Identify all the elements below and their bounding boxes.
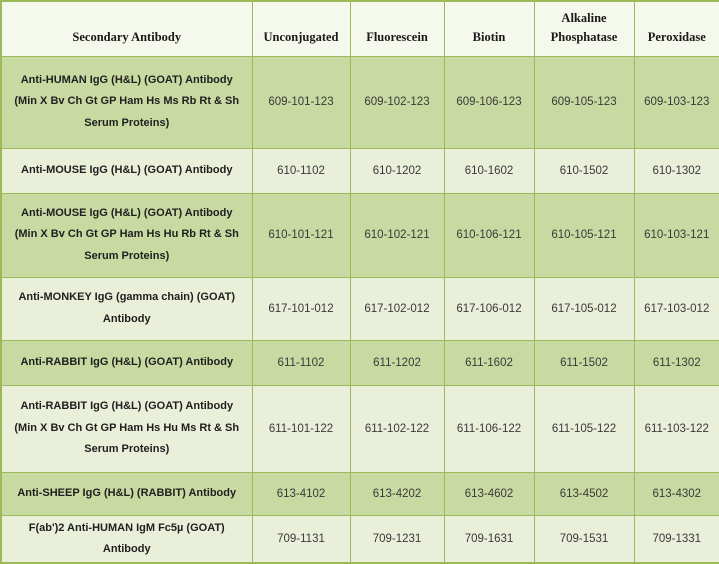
table-row: F(ab')2 Anti-HUMAN IgM Fc5µ (GOAT) Antib… <box>0 514 719 564</box>
catalog-number-cell: 617-105-012 <box>533 276 635 341</box>
column-header-secondary-antibody: Secondary Antibody <box>0 0 253 57</box>
catalog-number-cell: 611-106-122 <box>443 384 535 473</box>
catalog-number-cell: 609-103-123 <box>633 55 719 149</box>
table-header: Secondary Antibody Unconjugated Fluoresc… <box>0 0 719 57</box>
catalog-number-cell: 610-1502 <box>533 147 635 194</box>
catalog-number-cell: 613-4102 <box>251 471 351 516</box>
catalog-number-cell: 610-1602 <box>443 147 535 194</box>
catalog-number-cell: 613-4602 <box>443 471 535 516</box>
table-row: Anti-MOUSE IgG (H&L) (GOAT) Antibody 610… <box>0 147 719 194</box>
catalog-number-cell: 610-105-121 <box>533 192 635 278</box>
catalog-number-cell: 709-1231 <box>349 514 445 564</box>
column-header-fluorescein: Fluorescein <box>349 0 445 57</box>
catalog-number-cell: 709-1131 <box>251 514 351 564</box>
antibody-name-cell: Anti-HUMAN IgG (H&L) (GOAT) Antibody (Mi… <box>0 55 253 149</box>
catalog-number-cell: 610-102-121 <box>349 192 445 278</box>
antibody-name-cell: Anti-MOUSE IgG (H&L) (GOAT) Antibody <box>0 147 253 194</box>
catalog-number-cell: 611-1102 <box>251 339 351 386</box>
catalog-number-cell: 611-1302 <box>633 339 719 386</box>
catalog-number-cell: 610-106-121 <box>443 192 535 278</box>
table-row: Anti-SHEEP IgG (H&L) (RABBIT) Antibody 6… <box>0 471 719 516</box>
catalog-number-cell: 611-105-122 <box>533 384 635 473</box>
column-header-unconjugated: Unconjugated <box>251 0 351 57</box>
catalog-number-cell: 609-105-123 <box>533 55 635 149</box>
catalog-number-cell: 610-103-121 <box>633 192 719 278</box>
catalog-number-cell: 611-1602 <box>443 339 535 386</box>
header-row: Secondary Antibody Unconjugated Fluoresc… <box>0 0 719 57</box>
catalog-number-cell: 611-101-122 <box>251 384 351 473</box>
antibody-name-cell: Anti-RABBIT IgG (H&L) (GOAT) Antibody (M… <box>0 384 253 473</box>
catalog-number-cell: 613-4502 <box>533 471 635 516</box>
catalog-number-cell: 617-103-012 <box>633 276 719 341</box>
catalog-number-cell: 611-102-122 <box>349 384 445 473</box>
catalog-number-cell: 610-1202 <box>349 147 445 194</box>
catalog-number-cell: 617-101-012 <box>251 276 351 341</box>
catalog-number-cell: 617-106-012 <box>443 276 535 341</box>
column-header-biotin: Biotin <box>443 0 535 57</box>
catalog-number-cell: 610-101-121 <box>251 192 351 278</box>
catalog-number-cell: 611-1202 <box>349 339 445 386</box>
catalog-number-cell: 709-1631 <box>443 514 535 564</box>
catalog-number-cell: 609-102-123 <box>349 55 445 149</box>
catalog-number-cell: 611-103-122 <box>633 384 719 473</box>
table-row: Anti-RABBIT IgG (H&L) (GOAT) Antibody 61… <box>0 339 719 386</box>
table-row: Anti-RABBIT IgG (H&L) (GOAT) Antibody (M… <box>0 384 719 473</box>
catalog-number-cell: 617-102-012 <box>349 276 445 341</box>
antibody-name-cell: Anti-RABBIT IgG (H&L) (GOAT) Antibody <box>0 339 253 386</box>
catalog-number-cell: 609-106-123 <box>443 55 535 149</box>
catalog-number-cell: 610-1102 <box>251 147 351 194</box>
table-row: Anti-HUMAN IgG (H&L) (GOAT) Antibody (Mi… <box>0 55 719 149</box>
table-body: Anti-HUMAN IgG (H&L) (GOAT) Antibody (Mi… <box>0 55 719 564</box>
antibody-name-cell: F(ab')2 Anti-HUMAN IgM Fc5µ (GOAT) Antib… <box>0 514 253 564</box>
catalog-number-cell: 709-1331 <box>633 514 719 564</box>
column-header-alkaline-phosphatase: Alkaline Phosphatase <box>533 0 635 57</box>
catalog-number-cell: 709-1531 <box>533 514 635 564</box>
column-header-peroxidase: Peroxidase <box>633 0 719 57</box>
catalog-number-cell: 613-4302 <box>633 471 719 516</box>
antibody-name-cell: Anti-SHEEP IgG (H&L) (RABBIT) Antibody <box>0 471 253 516</box>
catalog-number-cell: 610-1302 <box>633 147 719 194</box>
antibody-name-cell: Anti-MONKEY IgG (gamma chain) (GOAT) Ant… <box>0 276 253 341</box>
table-row: Anti-MONKEY IgG (gamma chain) (GOAT) Ant… <box>0 276 719 341</box>
catalog-number-cell: 611-1502 <box>533 339 635 386</box>
catalog-number-cell: 609-101-123 <box>251 55 351 149</box>
catalog-number-cell: 613-4202 <box>349 471 445 516</box>
table-row: Anti-MOUSE IgG (H&L) (GOAT) Antibody (Mi… <box>0 192 719 278</box>
antibody-name-cell: Anti-MOUSE IgG (H&L) (GOAT) Antibody (Mi… <box>0 192 253 278</box>
